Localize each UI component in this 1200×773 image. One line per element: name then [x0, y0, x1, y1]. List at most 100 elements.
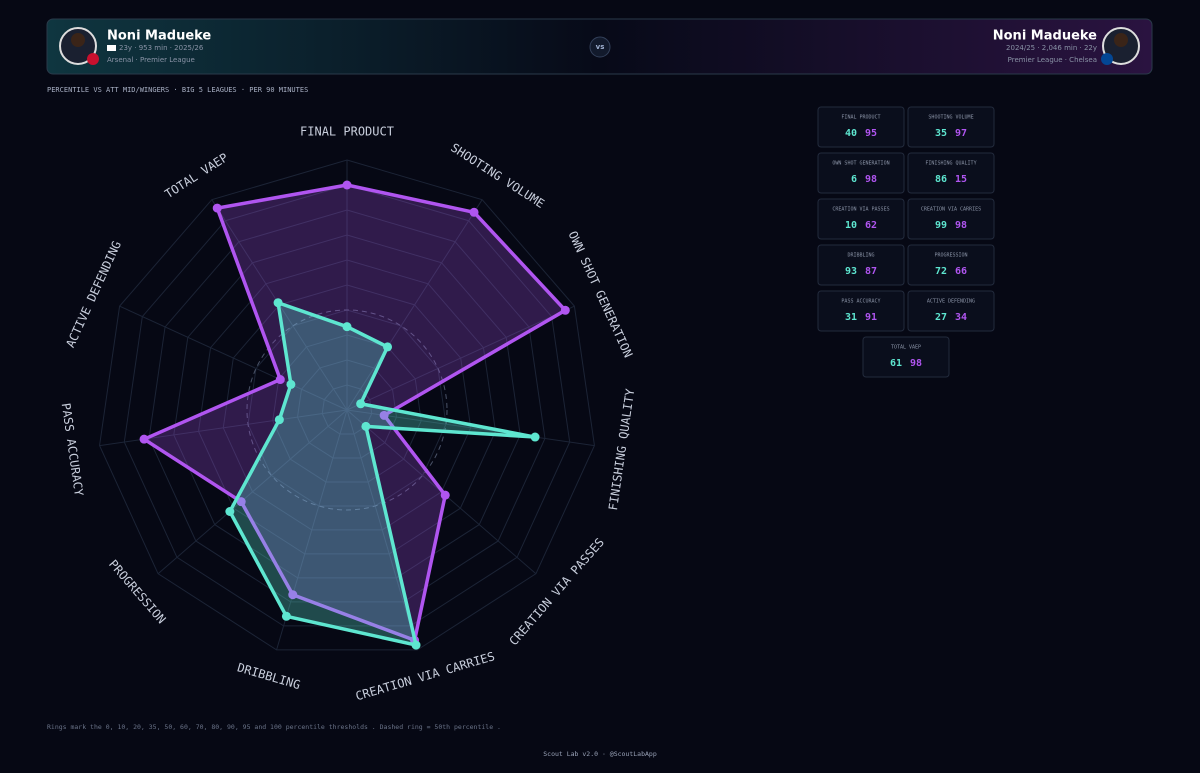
data-point — [356, 399, 366, 409]
data-point — [281, 611, 291, 621]
spoke — [346, 409, 418, 651]
data-point — [139, 434, 149, 444]
data-point — [288, 590, 298, 600]
data-point — [342, 180, 352, 190]
stat-label: OWN SHOT GENERATION — [832, 161, 889, 167]
vs-badge — [589, 36, 611, 58]
stat-label: FINAL PRODUCT — [841, 115, 880, 121]
grid-ring — [99, 159, 595, 651]
grid-ring — [148, 209, 546, 603]
data-point — [383, 342, 393, 352]
stat-label: CREATION VIA PASSES — [832, 207, 889, 213]
axis-label: SHOOTING VOLUME — [448, 141, 547, 211]
stat-value: 98 — [910, 358, 922, 369]
avatar-head — [71, 33, 85, 47]
data-point — [361, 421, 371, 431]
player-meta: 2024/25 · 2,046 min · 22y — [1006, 44, 1097, 52]
player-meta: 23y · 953 min · 2025/26 — [119, 44, 204, 52]
stat-label: PASS ACCURACY — [841, 299, 880, 305]
stat-value: 27 — [935, 312, 947, 323]
data-point — [342, 322, 352, 332]
axis-label: ACTIVE DEFENDING — [63, 239, 124, 350]
stat-value: 66 — [955, 266, 967, 277]
stat-value: 91 — [865, 312, 877, 323]
data-point — [379, 410, 389, 420]
stat-value: 99 — [935, 220, 947, 231]
player-club: Arsenal · Premier League — [107, 56, 195, 64]
stat-label: FINISHING QUALITY — [925, 161, 976, 167]
axis-label: TOTAL VAEP — [162, 150, 230, 201]
data-point — [286, 379, 296, 389]
grid-ring — [123, 184, 571, 627]
spoke — [346, 305, 575, 411]
stat-card — [817, 198, 905, 240]
club-badge — [87, 53, 99, 65]
data-point — [275, 375, 285, 385]
stat-value: 86 — [935, 174, 947, 185]
stat-card — [817, 244, 905, 286]
stat-label: CREATION VIA CARRIES — [921, 207, 981, 213]
stat-value: 10 — [845, 220, 857, 231]
axis-label: OWN SHOT GENERATION — [565, 229, 635, 360]
stat-card — [907, 290, 995, 332]
stat-value: 15 — [955, 174, 967, 185]
subtitle: PERCENTILE VS ATT MID/WINGERS · BIG 5 LE… — [47, 86, 308, 94]
spoke — [276, 409, 348, 651]
note: Rings mark the 0, 10, 20, 35, 50, 60, 70… — [47, 723, 501, 731]
stat-value: 35 — [935, 128, 947, 139]
stat-label: PROGRESSION — [934, 253, 967, 259]
series-area — [228, 300, 537, 647]
stat-card — [817, 106, 905, 148]
axis-label: DRIBBLING — [236, 660, 302, 692]
stat-value: 61 — [890, 358, 902, 369]
grid-ring — [321, 384, 373, 435]
spoke — [119, 305, 348, 411]
stat-value: 34 — [955, 312, 967, 323]
stat-label: DRIBBLING — [847, 253, 874, 259]
club-badge — [1101, 53, 1113, 65]
stat-value: 98 — [865, 174, 877, 185]
data-point — [560, 305, 570, 315]
axis-label: PASS ACCURACY — [59, 402, 86, 498]
stat-value: 95 — [865, 128, 877, 139]
stat-label: TOTAL VAEP — [891, 345, 921, 351]
stat-card — [907, 198, 995, 240]
grid-ring — [247, 309, 447, 507]
stat-label: SHOOTING VOLUME — [928, 115, 973, 121]
flag-icon — [107, 45, 116, 51]
stat-value: 97 — [955, 128, 967, 139]
data-point — [530, 432, 540, 442]
stat-value: 72 — [935, 266, 947, 277]
axis-label: CREATION VIA CARRIES — [354, 649, 497, 703]
data-point — [225, 507, 235, 517]
stat-value: 87 — [865, 266, 877, 277]
stat-card — [862, 336, 950, 378]
avatar-head — [1114, 33, 1128, 47]
axis-label: FINISHING QUALITY — [606, 387, 637, 511]
stat-value: 62 — [865, 220, 877, 231]
stat-card — [907, 244, 995, 286]
grid-ring — [222, 284, 472, 531]
stat-value: 6 — [851, 174, 857, 185]
data-point — [273, 298, 283, 308]
vs-text: vs — [596, 43, 605, 51]
footer: Scout Lab v2.0 · @ScoutLabApp — [543, 750, 657, 758]
stat-card — [907, 106, 995, 148]
grid-ring — [272, 334, 422, 483]
axis-label: PROGRESSION — [106, 557, 169, 626]
dashed-ring — [246, 309, 448, 511]
data-point — [469, 207, 479, 217]
data-point — [236, 497, 246, 507]
stat-card — [817, 152, 905, 194]
axis-label: FINAL PRODUCT — [300, 125, 394, 139]
player-name: Noni Madueke — [107, 29, 211, 44]
data-point — [212, 203, 222, 213]
spoke — [346, 199, 483, 411]
stat-value: 93 — [845, 266, 857, 277]
stat-value: 98 — [955, 220, 967, 231]
player-name: Noni Madueke — [993, 29, 1097, 44]
stat-card — [907, 152, 995, 194]
grid-ring — [173, 234, 521, 579]
